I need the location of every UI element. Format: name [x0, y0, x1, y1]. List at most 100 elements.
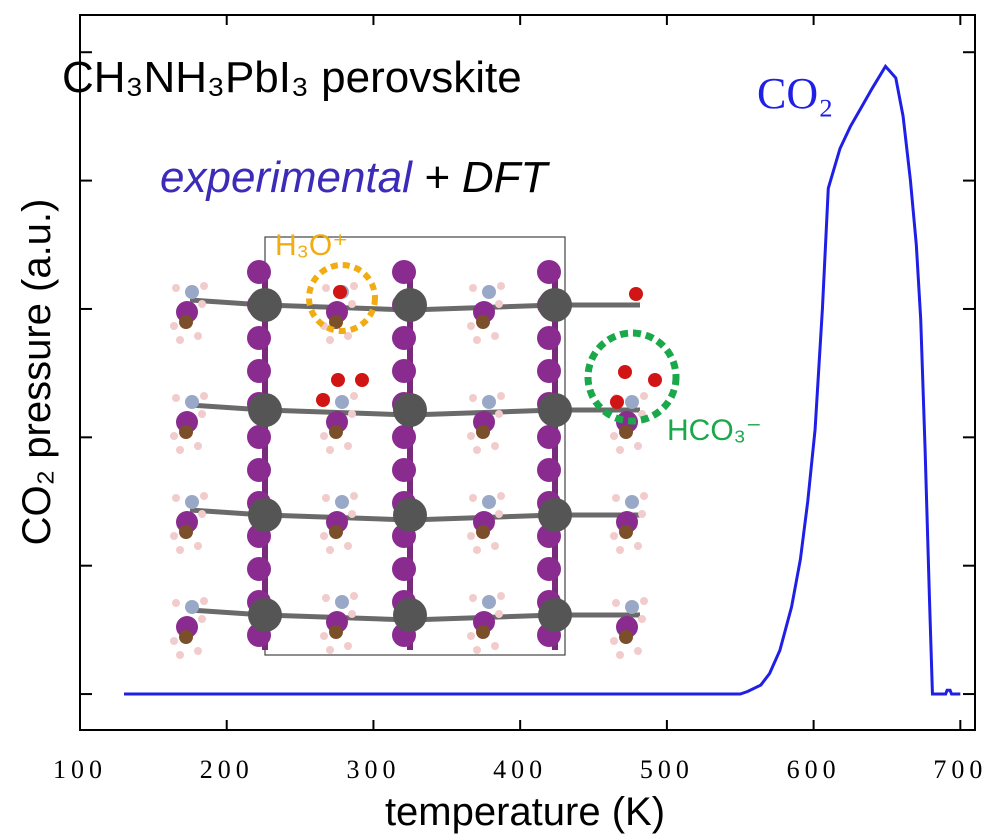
hydrogen-atom — [194, 647, 202, 655]
hydrogen-atom — [469, 284, 477, 292]
hydrogen-atom — [348, 510, 356, 518]
nitrogen-atom — [625, 395, 639, 409]
iodine-atom — [392, 425, 416, 449]
hydrogen-atom — [322, 594, 330, 602]
x-tick-label: 400 — [493, 755, 547, 784]
hydrogen-atom — [350, 592, 358, 600]
iodine-atom — [247, 260, 271, 284]
carbon-atom — [329, 525, 343, 539]
lead-atom — [393, 393, 427, 427]
hydrogen-atom — [198, 615, 206, 623]
lead-atom — [248, 288, 282, 322]
subtitle-experimental: experimental — [160, 153, 413, 202]
hydrogen-atom — [170, 322, 178, 330]
lead-atom — [538, 393, 572, 427]
hydrogen-atom — [200, 597, 208, 605]
hydrogen-atom — [344, 442, 352, 450]
hydrogen-atom — [640, 392, 648, 400]
lead-atom — [393, 598, 427, 632]
bond — [265, 305, 640, 310]
hydrogen-atom — [473, 646, 481, 654]
hydrogen-atom — [172, 599, 180, 607]
hydrogen-atom — [170, 637, 178, 645]
hydrogen-atom — [344, 542, 352, 550]
nitrogen-atom — [625, 495, 639, 509]
hydrogen-atom — [473, 546, 481, 554]
hydrogen-atom — [473, 336, 481, 344]
hydrogen-atom — [467, 632, 475, 640]
iodine-atom — [392, 260, 416, 284]
y-axis-title: CO₂ pressure (a.u.) — [15, 199, 59, 546]
annotation-h3o: H₃O⁺ — [275, 229, 348, 262]
carbon-atom — [179, 630, 193, 644]
lead-atom — [538, 498, 572, 532]
hydrogen-atom — [350, 392, 358, 400]
carbon-atom — [619, 630, 633, 644]
chart-subtitle: experimental+ DFT — [160, 153, 550, 202]
hydrogen-atom — [467, 322, 475, 330]
hydrogen-atom — [176, 651, 184, 659]
hydrogen-atom — [467, 432, 475, 440]
crystal-structure-inset — [170, 237, 676, 659]
oxygen-atom — [333, 285, 347, 299]
bond — [265, 515, 640, 520]
hydrogen-atom — [320, 532, 328, 540]
iodine-atom — [392, 458, 416, 482]
iodine-atom — [392, 557, 416, 581]
hydrogen-atom — [610, 637, 618, 645]
nitrogen-atom — [185, 395, 199, 409]
carbon-atom — [179, 425, 193, 439]
x-tick-label: 700 — [933, 755, 987, 784]
hydrogen-atom — [198, 510, 206, 518]
plot-frame — [80, 15, 975, 730]
hydrogen-atom — [350, 492, 358, 500]
hydrogen-atom — [322, 494, 330, 502]
iodine-atom — [537, 458, 561, 482]
carbon-atom — [329, 625, 343, 639]
hydrogen-atom — [491, 642, 499, 650]
lead-atom — [538, 288, 572, 322]
bond — [265, 410, 640, 415]
hydrogen-atom — [350, 282, 358, 290]
nitrogen-atom — [335, 395, 349, 409]
hydrogen-atom — [172, 394, 180, 402]
series-label: CO₂ — [757, 69, 833, 118]
hydrogen-atom — [194, 542, 202, 550]
iodine-atom — [537, 260, 561, 284]
hydrogen-atom — [194, 442, 202, 450]
lead-atom — [248, 498, 282, 532]
oxygen-atom — [618, 365, 632, 379]
carbon-atom — [476, 315, 490, 329]
hydrogen-atom — [348, 610, 356, 618]
hydrogen-atom — [495, 410, 503, 418]
hydrogen-atom — [176, 546, 184, 554]
hydrogen-atom — [176, 336, 184, 344]
carbon-atom — [476, 525, 490, 539]
nitrogen-atom — [482, 395, 496, 409]
oxygen-atom — [331, 373, 345, 387]
hydrogen-atom — [634, 542, 642, 550]
hydrogen-atom — [170, 432, 178, 440]
oxygen-atom — [648, 373, 662, 387]
hydrogen-atom — [200, 392, 208, 400]
nitrogen-atom — [625, 600, 639, 614]
iodine-atom — [247, 458, 271, 482]
hydrogen-atom — [497, 282, 505, 290]
hydrogen-atom — [616, 446, 624, 454]
subtitle-dft: + DFT — [424, 153, 551, 202]
hydrogen-atom — [495, 610, 503, 618]
x-tick-label: 200 — [200, 755, 254, 784]
hydrogen-atom — [200, 492, 208, 500]
carbon-atom — [619, 425, 633, 439]
hydrogen-atom — [348, 300, 356, 308]
hydrogen-atom — [326, 646, 334, 654]
oxygen-atom — [355, 373, 369, 387]
hydrogen-atom — [467, 532, 475, 540]
carbon-atom — [329, 425, 343, 439]
carbon-atom — [619, 525, 633, 539]
carbon-atom — [476, 425, 490, 439]
hydrogen-atom — [172, 494, 180, 502]
hydrogen-atom — [491, 542, 499, 550]
carbon-atom — [476, 625, 490, 639]
nitrogen-atom — [185, 495, 199, 509]
